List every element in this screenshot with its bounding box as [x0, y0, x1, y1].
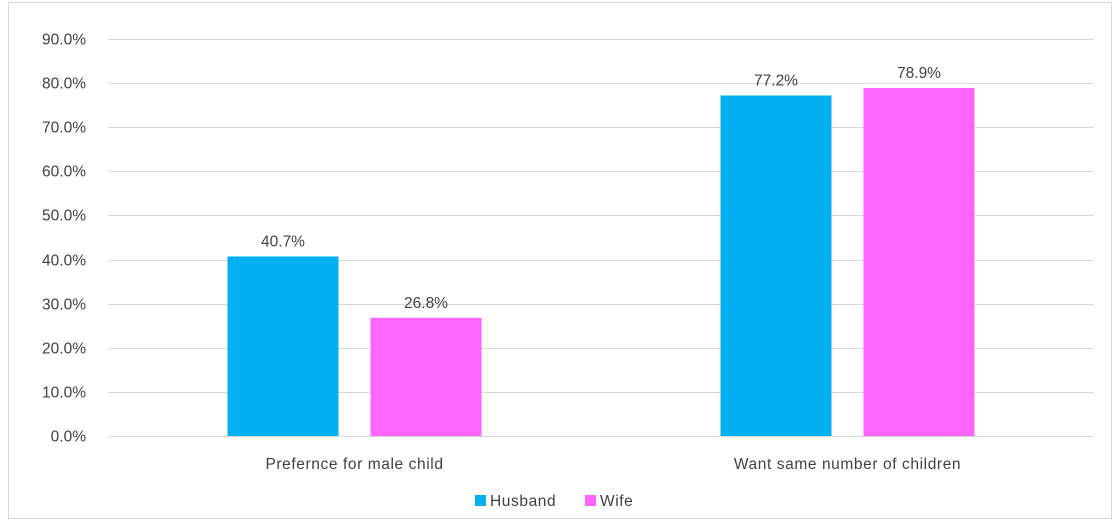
- y-tick-label: 50.0%: [42, 208, 86, 225]
- x-category-label: Prefernce for male child: [265, 456, 443, 473]
- y-tick-label: 90.0%: [42, 32, 86, 49]
- legend-label: Husband: [490, 493, 556, 510]
- data-label: 78.9%: [897, 65, 941, 82]
- data-label: 77.2%: [754, 72, 798, 89]
- y-tick-label: 80.0%: [42, 76, 86, 93]
- y-tick-label: 10.0%: [42, 385, 86, 402]
- y-tick-label: 40.0%: [42, 253, 86, 270]
- x-category-label: Want same number of children: [734, 456, 961, 473]
- y-tick-label: 60.0%: [42, 164, 86, 181]
- legend-swatch: [475, 495, 486, 506]
- legend-swatch: [585, 495, 596, 506]
- bar: [227, 256, 339, 436]
- data-label: 40.7%: [261, 233, 305, 250]
- bar: [370, 317, 482, 436]
- data-label: 26.8%: [404, 295, 448, 312]
- y-tick-label: 30.0%: [42, 297, 86, 314]
- y-tick-label: 20.0%: [42, 341, 86, 358]
- legend-label: Wife: [600, 493, 633, 510]
- y-tick-label: 0.0%: [51, 429, 87, 446]
- y-tick-label: 70.0%: [42, 120, 86, 137]
- bar: [720, 95, 832, 436]
- bar: [863, 87, 975, 437]
